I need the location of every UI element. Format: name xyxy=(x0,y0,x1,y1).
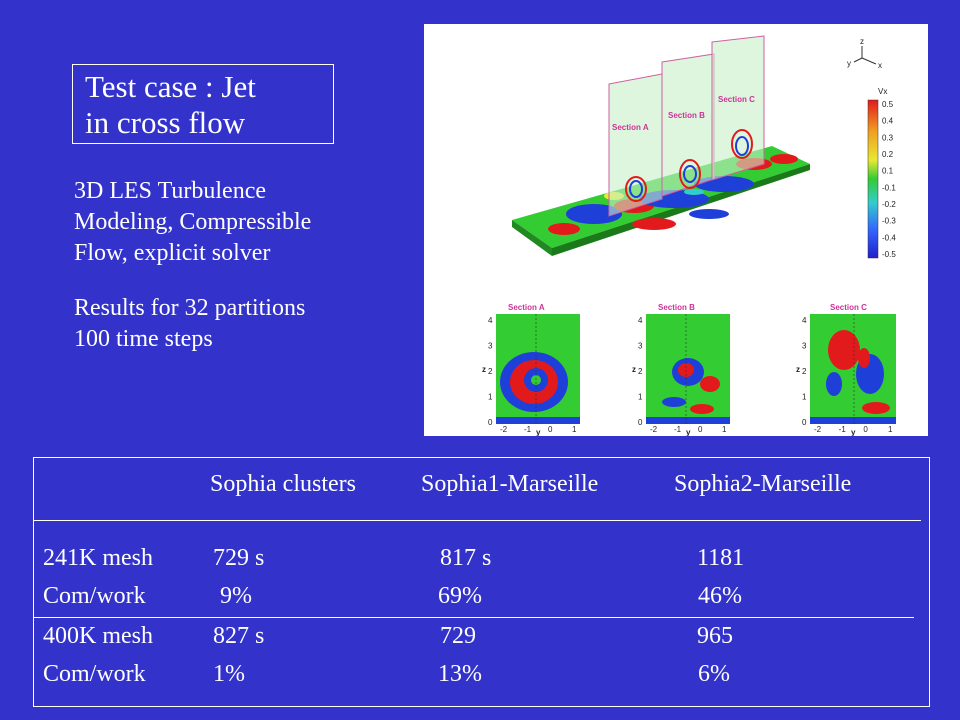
panel-z-tick-label: 2 xyxy=(488,367,493,376)
desc-line-2: Modeling, Compressible xyxy=(74,209,312,235)
colorbar-tick-label: -0.1 xyxy=(882,183,896,192)
panel-b-title: Section B xyxy=(658,303,695,312)
row-4-col-1: 1% xyxy=(213,661,245,687)
panel-z-axis-label: z xyxy=(796,365,800,374)
colorbar-tick-label: 0.3 xyxy=(882,133,894,142)
panel-z-tick-label: 0 xyxy=(638,418,643,427)
panel-y-tick-label: -2 xyxy=(500,425,508,434)
panel-z-tick-label: 3 xyxy=(638,342,643,351)
row-3-label: 400K mesh xyxy=(43,623,153,649)
axis-triad-z: z xyxy=(860,37,864,46)
description: 3D LES Turbulence Modeling, Compressible… xyxy=(74,176,311,355)
row-4-col-3: 6% xyxy=(698,661,730,687)
panel-z-tick-label: 1 xyxy=(638,393,643,402)
title-line-1: Test case : Jet xyxy=(85,69,256,104)
row-1-label: 241K mesh xyxy=(43,545,153,571)
panel-y-tick-label: -1 xyxy=(674,425,682,434)
panel-y-axis-label: y xyxy=(851,428,856,436)
panel-a-title: Section A xyxy=(508,303,545,312)
panel-y-tick-label: 1 xyxy=(572,425,577,434)
row-3-col-3: 965 xyxy=(697,623,733,649)
header-sophia2-marseille: Sophia2-Marseille xyxy=(674,471,852,497)
section-a-panel: Section A xyxy=(496,303,580,424)
panel-y-tick-label: 1 xyxy=(722,425,727,434)
panel-z-axis-label: z xyxy=(632,365,636,374)
results-line-1: Results for 32 partitions xyxy=(74,295,306,321)
panel-z-tick-label: 4 xyxy=(488,316,493,325)
panel-z-tick-label: 0 xyxy=(802,418,807,427)
row-3-col-2: 729 xyxy=(440,623,476,649)
section-c-label: Section C xyxy=(718,95,755,104)
row-1-col-1: 729 s xyxy=(213,545,265,571)
panel-y-tick-label: -2 xyxy=(650,425,658,434)
axis-triad-icon: z x y xyxy=(847,37,882,70)
section-c-panel: Section C xyxy=(810,303,896,424)
panel-z-axis-label: z xyxy=(482,365,486,374)
title-box: Test case : Jet in cross flow xyxy=(72,64,334,144)
panel-y-axis-label: y xyxy=(536,428,541,436)
colorbar-tick-label: -0.3 xyxy=(882,217,896,226)
section-b-panel: Section B xyxy=(646,303,730,424)
panel-z-tick-label: 0 xyxy=(488,418,493,427)
row-4-col-2: 13% xyxy=(438,661,482,687)
row-2-col-2: 69% xyxy=(438,583,482,609)
row-4-label: Com/work xyxy=(43,661,146,687)
panel-y-tick-label: -2 xyxy=(814,425,822,434)
panel-y-tick-label: 0 xyxy=(698,425,703,434)
header-sophia-clusters: Sophia clusters xyxy=(210,471,356,497)
colorbar-legend: Vx 0.5 0.4 0.3 0.2 0.1 -0.1 -0.2 -0.3 -0.4 -0.5 xyxy=(867,87,896,259)
panel-z-tick-label: 2 xyxy=(802,367,807,376)
axis-triad-y: y xyxy=(847,59,851,68)
simulation-figure: Section A Section B Section C z x y xyxy=(424,24,928,436)
results-table: Sophia clusters Sophia1-Marseille Sophia… xyxy=(33,457,930,707)
colorbar-tick-label: -0.2 xyxy=(882,200,896,209)
panel-y-tick-label: 1 xyxy=(888,425,893,434)
title-line-2: in cross flow xyxy=(85,105,246,140)
results-line-2: 100 time steps xyxy=(74,326,213,352)
row-2-col-3: 46% xyxy=(698,583,742,609)
row-1-col-3: 1181 xyxy=(697,545,745,571)
panel-z-tick-label: 4 xyxy=(802,316,807,325)
colorbar-tick-label: -0.4 xyxy=(882,233,896,242)
row-3-col-1: 827 s xyxy=(213,623,265,649)
row-2-label: Com/work xyxy=(43,583,146,609)
panel-y-axis-label: y xyxy=(686,428,691,436)
panel-z-tick-label: 2 xyxy=(638,367,643,376)
desc-line-1: 3D LES Turbulence xyxy=(74,178,266,204)
colorbar-title: Vx xyxy=(878,87,887,96)
colorbar-tick-label: 0.4 xyxy=(882,117,894,126)
section-b-label: Section B xyxy=(668,111,705,120)
panel-y-tick-label: 0 xyxy=(863,425,868,434)
panel-z-tick-label: 4 xyxy=(638,316,643,325)
panel-y-tick-label: -1 xyxy=(839,425,847,434)
panel-z-tick-label: 1 xyxy=(488,393,493,402)
row-divider xyxy=(34,617,914,618)
panel-c-title: Section C xyxy=(830,303,867,312)
row-1-col-2: 817 s xyxy=(440,545,492,571)
colorbar-tick-label: 0.2 xyxy=(882,150,894,159)
section-a-label: Section A xyxy=(612,123,649,132)
panel-z-tick-label: 3 xyxy=(488,342,493,351)
panel-y-tick-label: -1 xyxy=(524,425,532,434)
desc-line-3: Flow, explicit solver xyxy=(74,240,271,266)
header-divider xyxy=(34,520,921,521)
colorbar-tick-label: 0.5 xyxy=(882,100,894,109)
row-2-col-1: 9% xyxy=(220,583,252,609)
panel-y-tick-label: 0 xyxy=(548,425,553,434)
header-sophia1-marseille: Sophia1-Marseille xyxy=(421,471,599,497)
panel-z-tick-label: 1 xyxy=(802,393,807,402)
axis-triad-x: x xyxy=(878,61,882,70)
colorbar-tick-label: 0.1 xyxy=(882,167,894,176)
colorbar-tick-label: -0.5 xyxy=(882,250,896,259)
panel-z-tick-label: 3 xyxy=(802,342,807,351)
section-planes xyxy=(608,35,765,217)
